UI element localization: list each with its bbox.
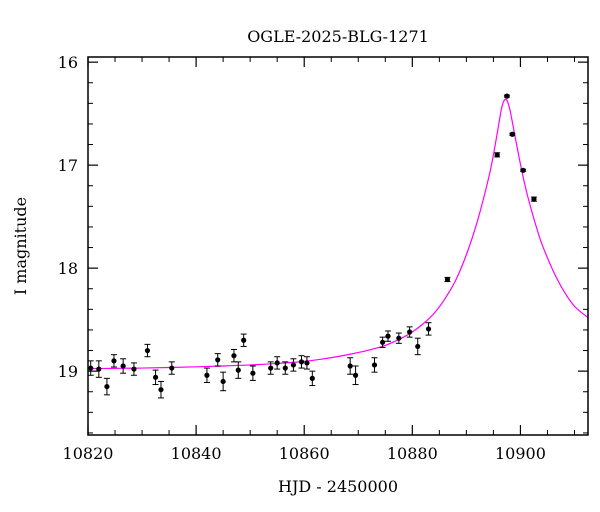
data-point: [96, 366, 102, 372]
data-point: [104, 383, 110, 390]
data-point: [520, 167, 526, 173]
data-points-group: [87, 93, 537, 399]
data-point: [152, 374, 159, 380]
data-point: [215, 357, 221, 363]
y-tick-label: 18: [58, 259, 78, 278]
data-point: [241, 337, 247, 343]
data-point: [444, 276, 451, 283]
data-point: [309, 375, 315, 381]
x-axis-label: HJD - 2450000: [278, 477, 398, 496]
y-tick-label: 16: [58, 53, 78, 72]
data-point: [158, 387, 164, 393]
data-point: [396, 335, 402, 341]
x-tick-label: 10820: [63, 444, 114, 463]
data-point: [204, 372, 210, 378]
plot-frame: [87, 56, 589, 436]
data-point: [250, 370, 256, 376]
data-point: [268, 365, 274, 371]
data-point: [131, 366, 137, 372]
data-point: [290, 362, 297, 368]
data-point: [169, 365, 175, 371]
x-tick-label: 10860: [279, 444, 330, 463]
y-axis-label: I magnitude: [11, 197, 30, 295]
data-point: [415, 343, 421, 350]
data-point: [371, 362, 378, 368]
chart-title: OGLE-2025-BLG-1271: [247, 27, 429, 46]
data-point: [220, 378, 226, 385]
data-point: [379, 339, 386, 345]
tick-labels-group: 10820 10840 10860 10880 10900 16 17 18 19: [58, 53, 546, 463]
data-point: [504, 93, 510, 99]
x-tick-label: 10880: [387, 444, 438, 463]
data-point: [347, 363, 353, 369]
data-point: [407, 329, 413, 335]
data-point: [88, 365, 94, 371]
data-point: [282, 365, 288, 371]
data-point: [120, 363, 126, 369]
data-point: [304, 360, 310, 366]
data-point: [352, 372, 359, 378]
data-point: [509, 131, 515, 137]
data-point: [144, 347, 151, 354]
data-point: [531, 196, 537, 202]
axis-ticks: [87, 57, 588, 435]
y-tick-label: 19: [58, 362, 78, 381]
data-point: [425, 326, 432, 332]
x-tick-label: 10840: [171, 444, 222, 463]
data-point: [111, 358, 117, 364]
data-point: [231, 353, 237, 359]
x-tick-label: 10900: [495, 444, 546, 463]
data-point: [298, 359, 305, 365]
model-curve: [87, 98, 589, 370]
model-curve-group: [87, 98, 589, 370]
data-point: [494, 152, 500, 158]
data-point: [385, 333, 391, 339]
data-point: [235, 367, 241, 373]
y-tick-label: 17: [58, 156, 78, 175]
data-point: [274, 360, 280, 366]
